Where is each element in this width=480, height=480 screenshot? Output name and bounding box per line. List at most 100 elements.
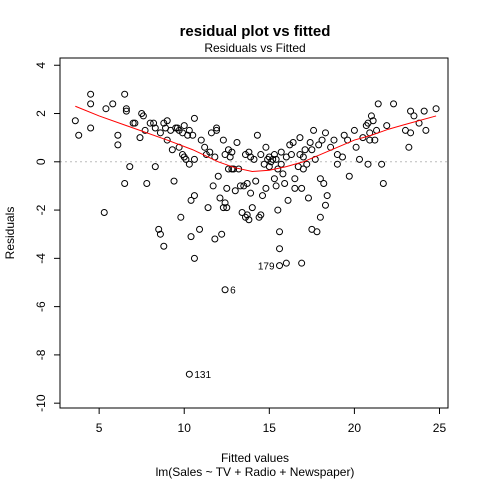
data-point — [323, 192, 331, 200]
data-point — [371, 136, 379, 144]
data-point — [274, 206, 282, 214]
data-point — [284, 196, 292, 204]
data-point — [252, 177, 260, 185]
data-point — [230, 165, 238, 173]
data-point — [304, 194, 312, 202]
data-point — [250, 155, 258, 163]
data-point — [187, 233, 195, 241]
data-point — [221, 286, 229, 294]
data-point — [276, 228, 284, 236]
data-point — [270, 175, 278, 183]
data-point — [211, 235, 219, 243]
data-point — [221, 199, 229, 207]
data-point — [163, 117, 171, 125]
data-point — [333, 160, 341, 168]
y-tick-label: -10 — [34, 394, 48, 412]
data-point — [226, 153, 234, 161]
data-point — [201, 143, 209, 151]
data-point — [247, 189, 255, 197]
data-point — [272, 155, 280, 163]
data-point — [432, 105, 440, 113]
x-axis-subtitle: lm(Sales ~ TV + Radio + Newspaper) — [156, 465, 355, 479]
data-point — [308, 146, 316, 154]
data-point — [109, 100, 117, 108]
point-label: 179 — [258, 262, 275, 273]
data-point — [352, 143, 360, 151]
data-point — [245, 148, 253, 156]
data-point — [121, 90, 129, 98]
data-point — [214, 172, 222, 180]
data-point — [236, 182, 244, 190]
point-label: 6 — [230, 286, 236, 297]
y-tick-label: -8 — [34, 349, 48, 360]
data-point — [345, 172, 353, 180]
data-point — [379, 180, 387, 188]
x-axis: 5 10 15 20 25 — [96, 407, 446, 435]
data-point — [223, 204, 231, 212]
data-point — [213, 124, 221, 132]
data-point — [102, 105, 110, 113]
data-point — [121, 180, 129, 188]
data-point — [87, 124, 95, 132]
data-point — [407, 129, 415, 137]
data-point — [209, 182, 217, 190]
data-point — [364, 160, 372, 168]
data-point — [298, 259, 306, 267]
data-point — [122, 107, 130, 115]
data-point — [338, 153, 346, 161]
data-point — [390, 100, 398, 108]
data-point — [190, 192, 198, 200]
data-point — [223, 184, 231, 192]
data-point — [320, 180, 328, 188]
y-tick-label: 0 — [34, 158, 48, 165]
data-point — [299, 165, 307, 173]
data-point — [151, 124, 159, 132]
data-point — [218, 230, 226, 238]
data-point — [269, 155, 277, 163]
data-point — [197, 136, 205, 144]
data-point — [75, 131, 83, 139]
data-point — [185, 126, 193, 134]
y-tick-label: 2 — [34, 110, 48, 117]
data-point — [156, 230, 164, 238]
points-layer — [71, 90, 440, 378]
data-point — [243, 211, 251, 219]
data-point — [150, 119, 158, 127]
data-point — [100, 208, 108, 216]
data-point — [219, 204, 227, 212]
data-point — [262, 184, 270, 192]
data-point — [168, 146, 176, 154]
y-tick-label: -4 — [34, 253, 48, 264]
data-point — [316, 213, 324, 221]
data-point — [180, 122, 188, 130]
smooth-fit-line — [75, 105, 437, 172]
data-point — [243, 180, 251, 188]
data-point — [374, 100, 382, 108]
data-point — [136, 134, 144, 142]
data-point — [141, 126, 149, 134]
data-point — [272, 182, 280, 190]
data-point — [190, 254, 198, 262]
data-point — [224, 165, 232, 173]
data-point — [257, 211, 265, 219]
chart-title: residual plot vs fitted — [180, 23, 331, 40]
data-point — [204, 204, 212, 212]
data-point — [245, 216, 253, 224]
data-point — [122, 105, 130, 113]
data-point — [279, 170, 287, 178]
data-point — [287, 151, 295, 159]
data-point — [422, 126, 430, 134]
data-point — [259, 192, 267, 200]
data-point — [369, 117, 377, 125]
data-point — [114, 141, 122, 149]
data-point — [213, 126, 221, 134]
data-point — [301, 146, 309, 154]
data-point — [170, 177, 178, 185]
plot-frame — [59, 57, 449, 409]
data-point — [420, 107, 428, 115]
data-point — [262, 143, 270, 151]
data-point — [185, 370, 193, 378]
data-point — [231, 187, 239, 195]
data-point — [281, 180, 289, 188]
